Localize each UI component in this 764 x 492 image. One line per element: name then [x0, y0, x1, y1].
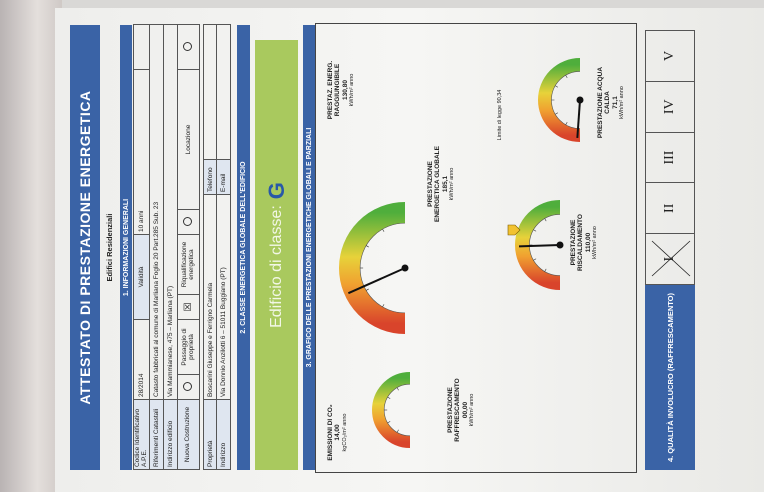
needle — [347, 267, 406, 295]
background-paper — [0, 0, 62, 492]
value: 185,1 — [441, 175, 449, 193]
gauge-arc — [339, 202, 406, 334]
label: PRESTAZIONE RAFFRESCAMENTO — [447, 378, 462, 442]
gauge-tick — [382, 228, 385, 232]
gauge-tick — [396, 429, 399, 433]
value: 110,00 — [584, 232, 592, 253]
value: 71,1 — [611, 96, 619, 109]
gauge-tick — [544, 268, 547, 272]
cooling: PRESTAZIONE RAFFRESCAMENTO 00,00 kWh/m² an… — [447, 370, 476, 450]
gauge-tick — [565, 121, 568, 125]
gauge-tick — [533, 229, 537, 232]
envelope-class: IV — [646, 81, 694, 133]
gauges — [339, 58, 584, 448]
envelope-classes: I II III IV V — [645, 30, 695, 285]
gauge-tick — [555, 112, 559, 115]
needle-pivot — [556, 241, 564, 249]
gauge-arc — [515, 200, 561, 290]
envelope-class: III — [646, 132, 694, 184]
gauge-tick — [365, 245, 369, 248]
legal-limit: Limite di legge 90,34 — [497, 89, 503, 141]
emissions: EMISSIONI DI CO₂ 14,00 kgCO₂/m² anno — [327, 395, 348, 470]
value: 130,80 — [341, 80, 349, 100]
needle-pivot — [401, 264, 409, 272]
label: PRESTAZIONE RISCALDAMENTO — [570, 214, 585, 271]
gauge-tick — [396, 387, 399, 391]
heating: PRESTAZIONE RISCALDAMENTO 110,00 kWh/m² an… — [570, 200, 599, 285]
section-title: 4. QUALITÀ INVOLUCRO (RAFFRESCAMENTO) — [645, 285, 695, 470]
value: 14,00 — [334, 424, 342, 441]
unit: kWh/m² anno — [619, 86, 626, 119]
gauge-tick — [555, 85, 559, 88]
gauge-tick — [387, 421, 391, 424]
gauge-tick — [533, 258, 537, 261]
unit: kWh/m² anno — [349, 73, 356, 107]
label: PRESTAZ. ENERG. RAGGIUNGIBILE — [327, 60, 342, 120]
marker — [507, 224, 521, 236]
gauge-tick — [565, 75, 568, 79]
needle — [518, 244, 561, 248]
gauge-arc — [372, 372, 411, 448]
achievable: PRESTAZ. ENERG. RAGGIUNGIBILE 130,80 kWh/m… — [327, 50, 356, 130]
unit: kWh/m² anno — [592, 226, 599, 259]
unit: kWh/m² anno — [469, 393, 476, 427]
cross-lines — [651, 240, 691, 277]
value: 00,00 — [461, 401, 469, 419]
gauge-tick — [382, 304, 385, 308]
cross — [646, 233, 701, 284]
needle-pivot — [576, 96, 584, 104]
gauge-tick — [387, 396, 391, 399]
label: EMISSIONI DI CO₂ — [327, 404, 334, 461]
envelope-class: I — [646, 234, 694, 284]
gauge-tick — [544, 218, 547, 222]
unit: kgCO₂/m² anno — [341, 413, 348, 452]
unit: kWh/m² anno — [449, 167, 456, 201]
certificate: ATTESTATO DI PRESTAZIONE ENERGETICA Edif… — [65, 15, 700, 485]
hot-water: PRESTAZIONE ACQUA CALDA 71,1 kWh/m² anno — [597, 65, 626, 140]
label: PRESTAZIONE ACQUA CALDA — [597, 66, 612, 139]
envelope-class: II — [646, 183, 694, 235]
gauge-arc — [538, 58, 581, 142]
needle — [576, 99, 581, 138]
global: PRESTAZIONE ENERGETICA GLOBALE 185,1 kWh/m… — [427, 145, 456, 223]
label: PRESTAZIONE ENERGETICA GLOBALE — [427, 146, 442, 222]
envelope-class: V — [646, 31, 694, 82]
gauge-tick — [365, 288, 369, 291]
